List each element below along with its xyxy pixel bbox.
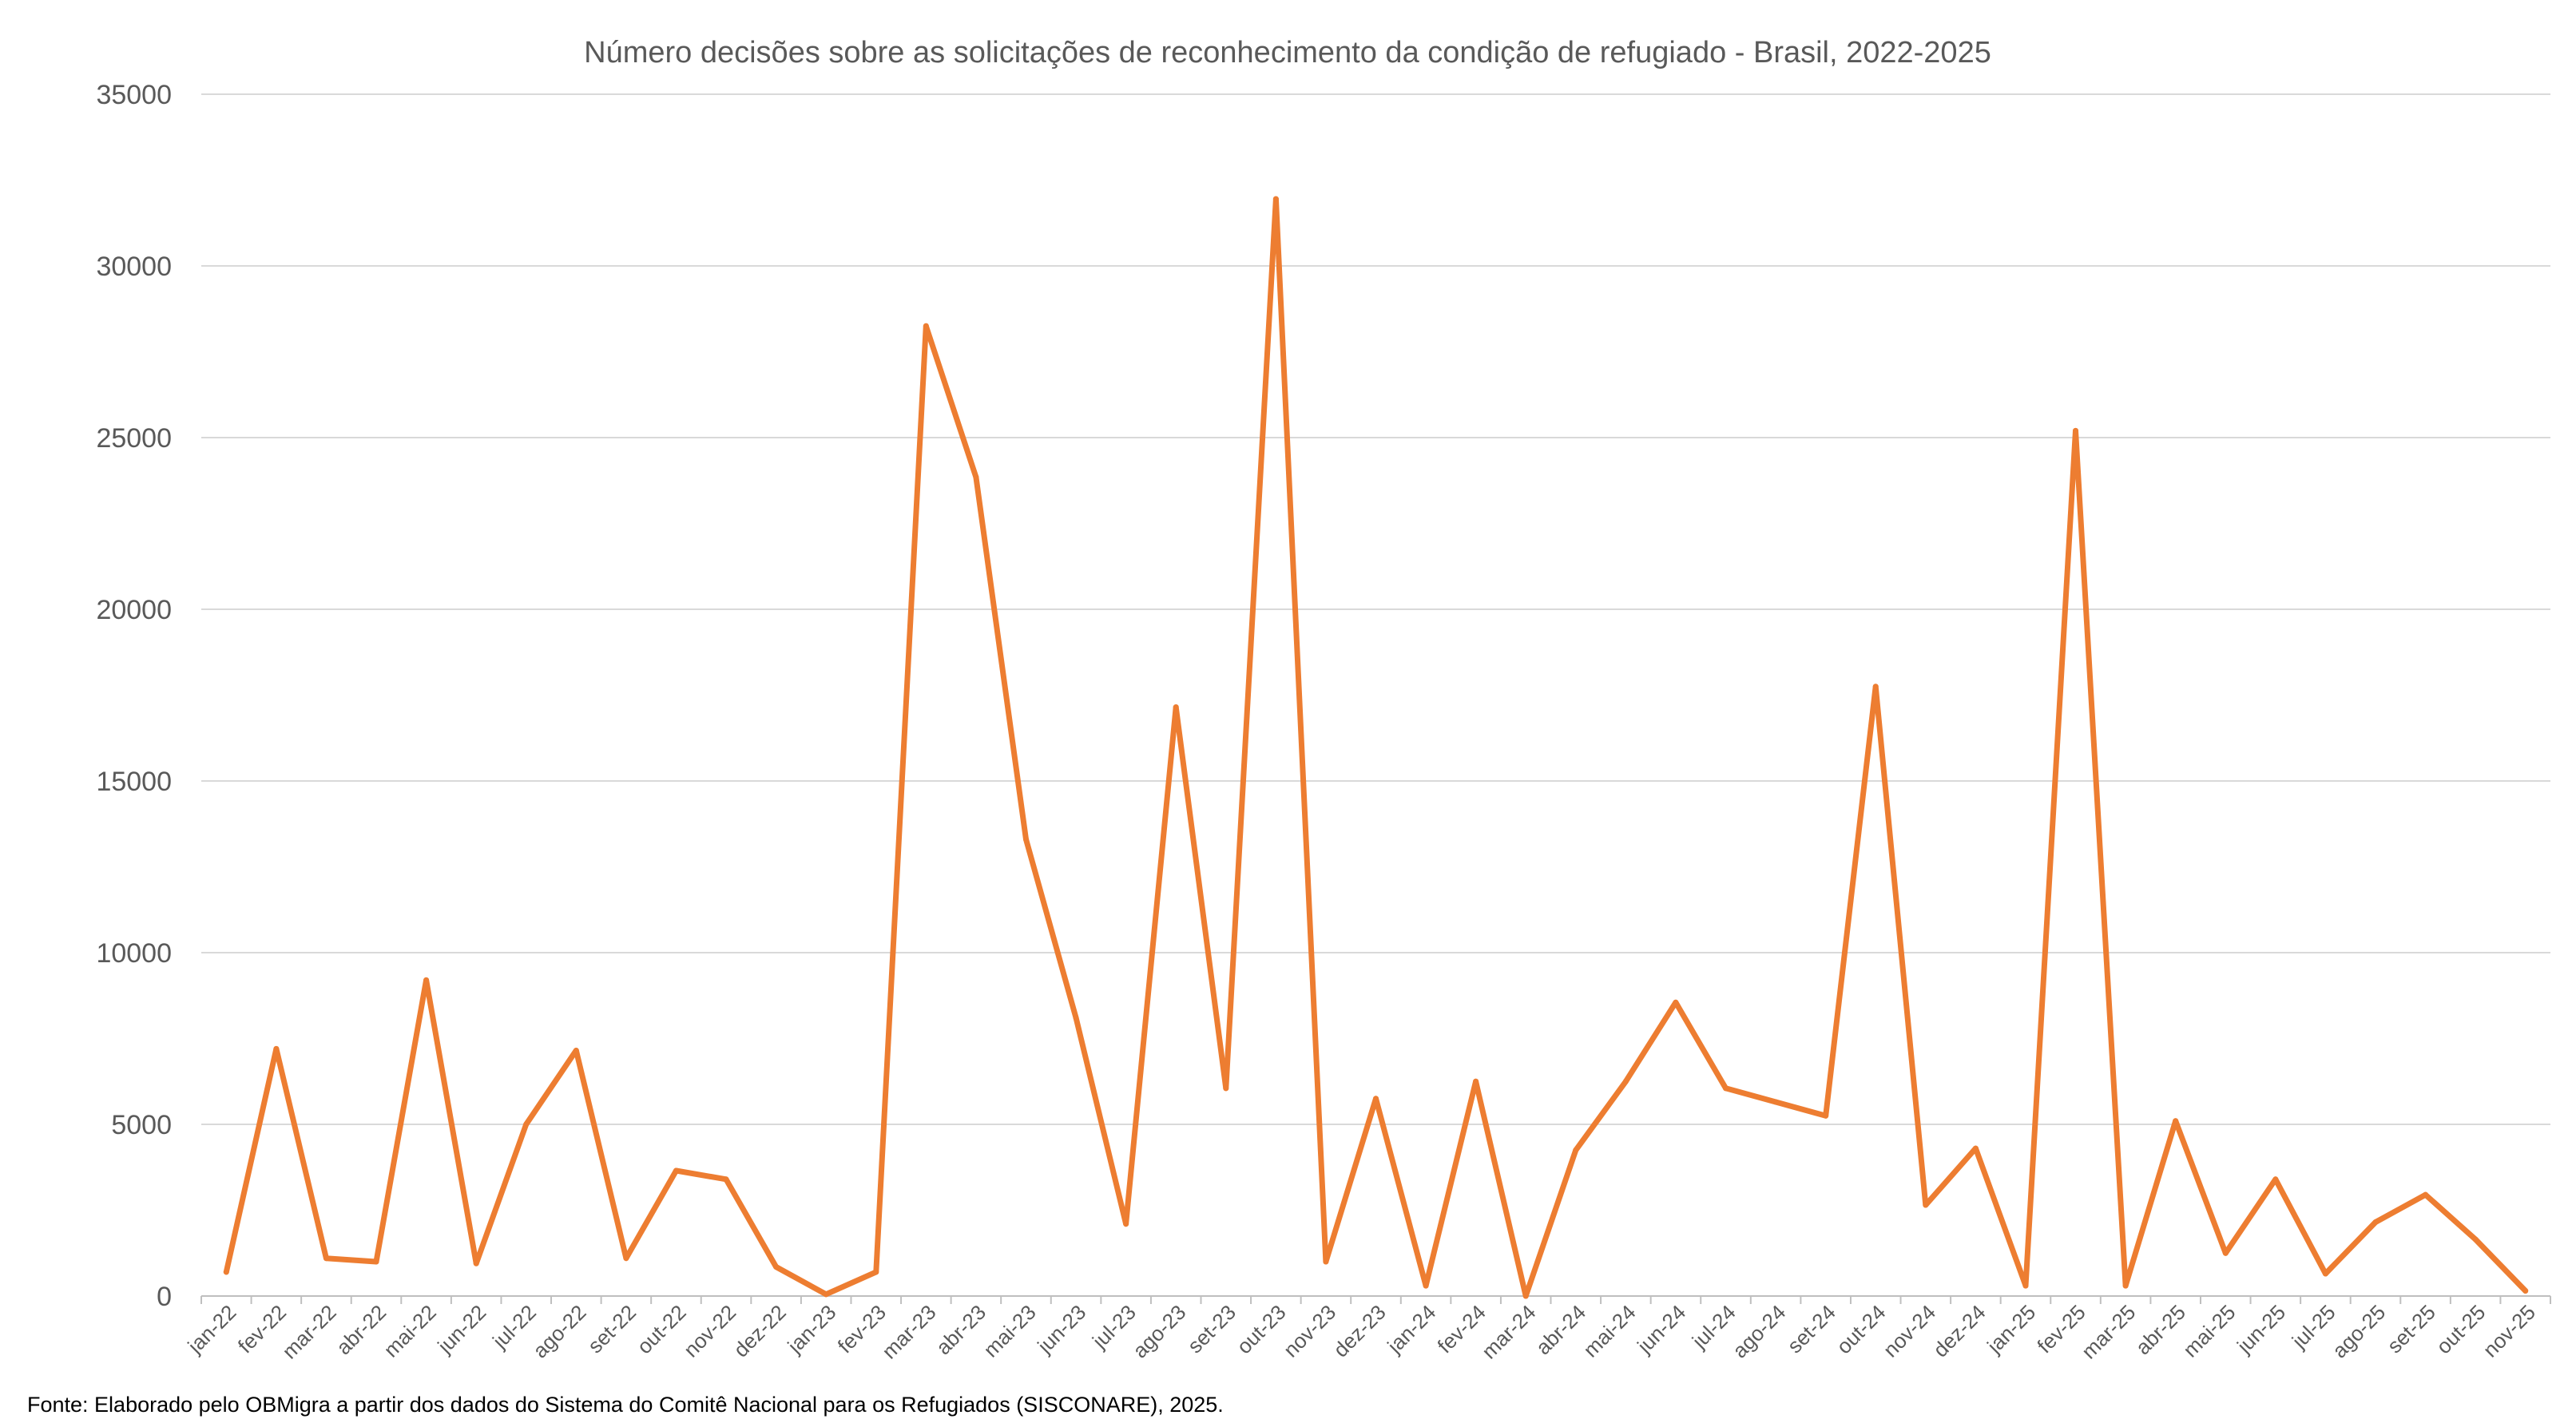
- data-point: [2423, 1191, 2429, 1198]
- y-tick-label: 0: [157, 1282, 172, 1312]
- data-point: [2022, 1282, 2029, 1289]
- data-point: [2522, 1288, 2529, 1294]
- data-point: [1522, 1293, 1529, 1299]
- data-point: [1423, 1282, 1429, 1289]
- data-point: [873, 1269, 879, 1275]
- y-tick-label: 15000: [96, 767, 172, 797]
- data-point: [1923, 1202, 1929, 1208]
- series-group: [223, 196, 2529, 1299]
- y-tick-label: 5000: [111, 1110, 172, 1140]
- data-point: [1473, 1078, 1479, 1084]
- data-point: [2272, 1176, 2279, 1183]
- y-tick-label: 10000: [96, 938, 172, 969]
- data-point: [2122, 1282, 2129, 1289]
- data-point: [823, 1291, 829, 1298]
- data-point: [923, 323, 929, 329]
- data-point: [2073, 427, 2079, 434]
- y-axis-tick-labels: 0 5000 10000 15000 20000 25000 30000 35000: [96, 80, 172, 1312]
- data-point: [1872, 684, 1879, 690]
- data-point: [1823, 1112, 1829, 1119]
- data-point: [1972, 1145, 1979, 1151]
- chart-title: Número decisões sobre as solicitações de…: [584, 36, 1991, 69]
- data-point: [1323, 1259, 1329, 1265]
- data-point: [1772, 1099, 1779, 1105]
- data-point: [1022, 836, 1029, 842]
- data-point: [1223, 1085, 1229, 1092]
- data-point: [1073, 1015, 1079, 1021]
- y-tick-label: 20000: [96, 595, 172, 625]
- data-point: [1723, 1085, 1729, 1092]
- data-point: [773, 1263, 780, 1270]
- data-point: [1173, 704, 1179, 711]
- data-point: [423, 977, 430, 983]
- data-point: [623, 1255, 629, 1262]
- data-point: [1123, 1221, 1129, 1227]
- data-point: [2222, 1250, 2229, 1256]
- data-point: [2472, 1236, 2479, 1243]
- data-point: [273, 1045, 280, 1052]
- data-point: [2322, 1270, 2328, 1277]
- data-point: [323, 1255, 329, 1262]
- y-tick-label: 25000: [96, 423, 172, 454]
- data-point: [2372, 1219, 2379, 1226]
- data-point: [1622, 1078, 1629, 1084]
- data-point: [223, 1269, 229, 1275]
- data-point: [573, 1048, 579, 1054]
- data-point: [1573, 1147, 1579, 1153]
- data-point: [523, 1121, 530, 1128]
- data-point: [973, 474, 979, 480]
- data-point: [673, 1167, 679, 1174]
- data-point: [473, 1260, 479, 1266]
- y-tick-label: 30000: [96, 252, 172, 282]
- data-point: [1272, 196, 1279, 202]
- source-note: Fonte: Elaborado pelo OBMigra a partir d…: [27, 1393, 1224, 1417]
- data-point: [1673, 999, 1679, 1005]
- data-point: [2173, 1118, 2179, 1124]
- data-point: [1373, 1096, 1379, 1102]
- data-point: [723, 1176, 729, 1183]
- data-point: [373, 1259, 379, 1265]
- y-tick-label: 35000: [96, 80, 172, 110]
